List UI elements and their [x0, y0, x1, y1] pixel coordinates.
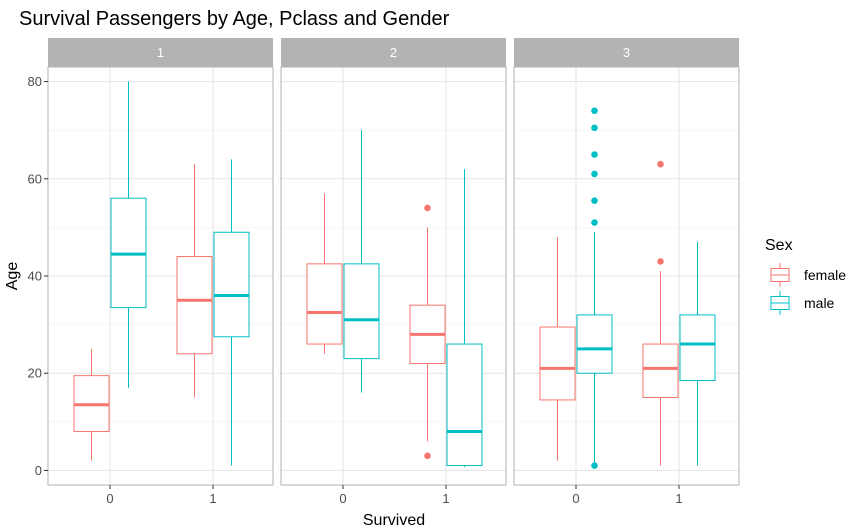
box-body: [642, 343, 679, 399]
legend-title: Sex: [765, 237, 793, 254]
chart-title: Survival Passengers by Age, Pclass and G…: [19, 8, 450, 30]
box-female-survived-1: [409, 204, 446, 460]
facet-panel-2: 2 0 1: [280, 38, 507, 506]
box-male-survived-1: [679, 241, 716, 466]
x-tick-label: 1: [675, 491, 682, 506]
facet-panel-3: 3 0 1: [513, 38, 740, 506]
outlier-point: [591, 197, 598, 204]
x-tick-label: 0: [106, 491, 113, 506]
box-body: [176, 256, 213, 355]
panel-border: [513, 66, 740, 486]
box-female-survived-1: [176, 164, 213, 398]
outlier-point: [657, 160, 664, 168]
box-body: [539, 326, 576, 401]
y-tick-label: 40: [28, 269, 42, 284]
outlier-point: [591, 151, 598, 158]
outlier-point: [591, 107, 598, 115]
facet-strip-label: 1: [157, 45, 164, 60]
facet-strip: [514, 38, 739, 67]
box-male-survived-0: [576, 107, 613, 469]
outlier-point: [591, 124, 598, 132]
y-axis: 0 20 40 60 80: [28, 74, 48, 478]
legend-item-male: male: [770, 291, 835, 315]
box-female-survived-1: [642, 160, 679, 466]
box-body: [679, 314, 716, 382]
y-tick-label: 80: [28, 74, 42, 89]
outlier-point: [591, 462, 598, 469]
box-male-survived-0: [343, 130, 380, 393]
box-body: [446, 343, 483, 467]
panel-border: [280, 66, 507, 486]
box-female-survived-0: [539, 237, 576, 461]
facet-strip: [48, 38, 273, 67]
y-axis-title: Age: [4, 262, 21, 291]
facet-panels: 1 0 1 2 0 1 3 0 1: [47, 38, 740, 506]
legend-label: male: [804, 295, 835, 311]
legend-label: female: [804, 267, 846, 283]
box-male-survived-1: [213, 159, 250, 466]
legend-item-female: female: [770, 263, 846, 287]
outlier-point: [591, 219, 598, 226]
x-tick-label: 1: [442, 491, 449, 506]
outlier-point: [424, 452, 431, 460]
facet-panel-1: 1 0 1: [47, 38, 274, 506]
box-male-survived-1: [446, 169, 483, 468]
x-tick-label: 0: [572, 491, 579, 506]
legend: Sex female male: [765, 237, 846, 315]
x-axis-title: Survived: [363, 512, 425, 529]
box-body: [343, 263, 380, 360]
facet-strip-label: 2: [390, 45, 397, 60]
box-female-survived-0: [306, 193, 343, 354]
x-tick-label: 1: [209, 491, 216, 506]
box-body: [213, 231, 250, 338]
box-male-survived-0: [110, 81, 147, 388]
box-body: [576, 314, 613, 374]
outlier-point: [657, 258, 664, 265]
x-tick-label: 0: [339, 491, 346, 506]
facet-strip: [281, 38, 506, 67]
outlier-point: [424, 204, 431, 212]
facet-strip-label: 3: [623, 45, 630, 60]
y-tick-label: 60: [28, 171, 42, 186]
box-female-survived-0: [73, 348, 110, 461]
box-body: [306, 263, 343, 345]
y-tick-label: 0: [35, 463, 42, 478]
y-tick-label: 20: [28, 366, 42, 381]
outlier-point: [591, 170, 598, 178]
